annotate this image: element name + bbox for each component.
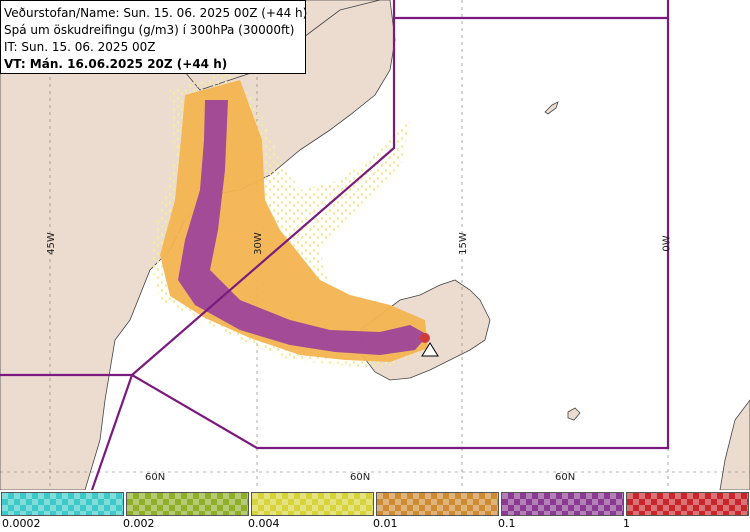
scale-tick-label: 0.004	[248, 517, 280, 530]
scale-swatch-4	[376, 492, 499, 516]
volcano-marker-icon	[421, 342, 439, 357]
forecast-info-box: Veðurstofan/Name: Sun. 15. 06. 2025 00Z …	[0, 0, 308, 74]
scale-tick-label: 0.1	[498, 517, 516, 530]
latitude-label-60n-mid: 60N	[350, 472, 371, 483]
jan-mayen-island	[544, 101, 559, 115]
scale-swatch-2	[126, 492, 249, 516]
scale-swatch-6	[626, 492, 749, 516]
longitude-label-15w: 15W	[457, 232, 469, 255]
valid-time-line: VT: Mán. 16.06.2025 20Z (+44 h)	[4, 57, 228, 71]
ash-plume-high-band	[178, 100, 428, 355]
scale-swatch-3	[251, 492, 374, 516]
norway-land	[719, 399, 750, 490]
scale-swatch-5	[501, 492, 624, 516]
concentration-scale: 0.0002 0.002 0.004 0.01 0.1 1	[0, 490, 750, 532]
scale-swatch-1	[1, 492, 124, 516]
scale-tick-label: 0.002	[123, 517, 155, 530]
faroe-islands	[567, 407, 581, 421]
ash-dispersion-map	[0, 0, 750, 490]
scale-tick-label: 0.01	[373, 517, 398, 530]
issue-time-line: IT: Sun. 15. 06. 2025 00Z	[4, 40, 156, 54]
longitude-label-45w: 45W	[45, 232, 57, 255]
issuer-line: Veðurstofan/Name: Sun. 15. 06. 2025 00Z …	[4, 6, 308, 20]
product-line: Spá um öskudreifingu (g/m3) í 300hPa (30…	[4, 23, 295, 37]
airspace-boundary	[0, 0, 670, 490]
scale-tick-label: 0.0002	[2, 517, 41, 530]
ash-source-core	[420, 333, 430, 343]
longitude-label-0w: 0W	[661, 235, 673, 252]
latitude-label-60n-west: 60N	[145, 472, 166, 483]
latitude-label-60n-east: 60N	[555, 472, 576, 483]
scale-tick-label: 1	[623, 517, 630, 530]
longitude-label-30w: 30W	[252, 232, 264, 255]
